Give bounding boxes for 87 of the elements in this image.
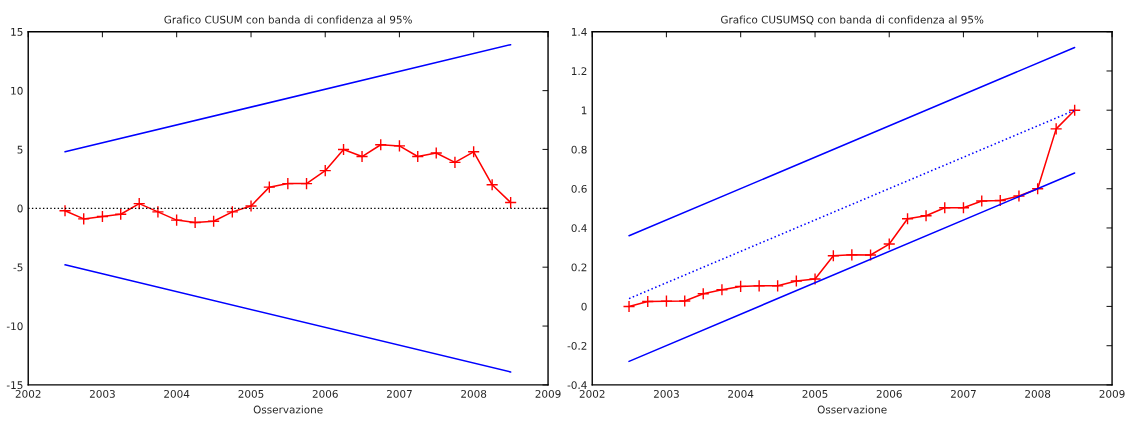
point — [374, 138, 387, 152]
x-tick-label: 2004 — [164, 389, 190, 398]
point — [883, 237, 896, 251]
x-tick-label: 2009 — [535, 389, 561, 398]
point — [938, 201, 952, 214]
x-tick-label: 2007 — [386, 389, 412, 398]
y-tick-label: -0.4 — [567, 381, 587, 390]
point — [485, 178, 499, 192]
y-tick-label: 1 — [581, 106, 587, 115]
y-tick-label: 0.4 — [571, 224, 587, 233]
point — [734, 280, 747, 293]
point — [226, 205, 239, 219]
y-tick-label: 10 — [11, 86, 23, 95]
point — [696, 287, 710, 300]
x-tick-label: 2006 — [312, 389, 338, 398]
point — [1068, 103, 1081, 117]
point — [244, 199, 258, 213]
point — [132, 197, 146, 210]
chart-title: Grafico CUSUMSQ con banda di confidenza al 95% — [721, 15, 984, 25]
point — [114, 207, 127, 221]
point — [393, 139, 406, 153]
point — [919, 209, 933, 223]
point — [901, 212, 914, 225]
y-tick-label: 0.2 — [571, 263, 587, 272]
y-tick-label: 0.8 — [571, 145, 587, 154]
point — [715, 283, 729, 297]
point — [207, 215, 220, 228]
y-tick-label: 1.4 — [571, 28, 587, 36]
point — [77, 212, 90, 226]
point — [429, 146, 443, 160]
point — [827, 249, 840, 263]
point — [263, 180, 276, 194]
x-tick-label: 2005 — [802, 389, 828, 398]
point — [281, 177, 295, 190]
point — [337, 143, 350, 156]
y-tick-label: 0 — [17, 204, 23, 213]
point — [318, 164, 332, 177]
y-tick-label: 5 — [17, 145, 23, 154]
x-tick-label: 2004 — [728, 389, 754, 398]
point — [504, 196, 517, 209]
point — [678, 294, 691, 308]
y-tick-label: -10 — [6, 322, 23, 331]
y-tick-label: -0.2 — [567, 341, 587, 350]
point — [188, 216, 202, 229]
point — [58, 204, 72, 217]
point — [411, 150, 424, 163]
chart-title: Grafico CUSUM con banda di confidenza al 95% — [164, 15, 412, 24]
x-tick-label: 2008 — [461, 389, 487, 398]
point — [752, 279, 766, 293]
y-tick-label: 0.6 — [571, 184, 587, 193]
point — [300, 177, 313, 190]
point — [467, 145, 480, 159]
point — [957, 201, 970, 214]
x-tick-label: 2009 — [1099, 389, 1125, 398]
point — [622, 300, 636, 313]
point — [1031, 182, 1044, 195]
point — [448, 156, 462, 169]
y-tick-label: -5 — [13, 263, 23, 272]
point — [1049, 122, 1063, 136]
point — [641, 295, 654, 308]
x-axis-title: Osservazione — [253, 405, 323, 414]
x-tick-label: 2003 — [89, 389, 115, 398]
point — [864, 248, 877, 262]
point — [790, 274, 803, 288]
x-tick-label: 2005 — [238, 389, 264, 398]
point — [355, 150, 369, 163]
point — [170, 213, 183, 227]
point — [975, 194, 989, 208]
y-tick-label: -15 — [6, 381, 23, 390]
x-tick-label: 2008 — [1025, 389, 1051, 398]
point — [1012, 189, 1026, 203]
y-tick-label: 15 — [11, 28, 23, 36]
point — [808, 272, 822, 286]
x-axis-title: Osservazione — [817, 405, 887, 414]
point — [994, 194, 1007, 207]
y-tick-label: 1.2 — [571, 67, 587, 75]
x-tick-label: 2006 — [876, 389, 902, 398]
x-tick-label: 2003 — [653, 389, 679, 398]
x-tick-label: 2007 — [950, 389, 976, 398]
point — [96, 210, 109, 223]
x-tick-label: 2002 — [15, 389, 41, 398]
point — [660, 294, 673, 308]
point — [771, 279, 784, 293]
point — [845, 248, 859, 262]
point — [151, 205, 165, 219]
x-tick-label: 2002 — [579, 389, 605, 398]
y-tick-label: 0 — [581, 302, 587, 311]
